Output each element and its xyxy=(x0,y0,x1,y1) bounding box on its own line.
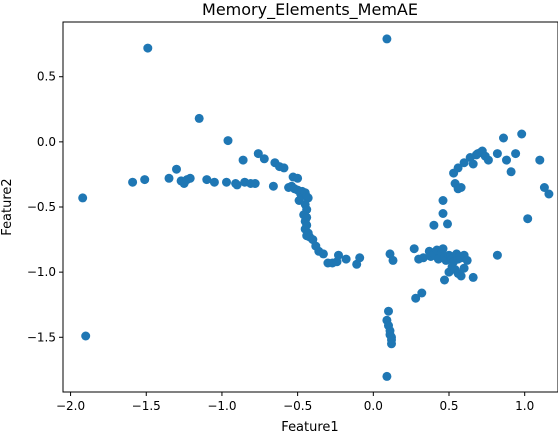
data-point xyxy=(279,163,289,173)
data-point xyxy=(164,173,174,183)
data-point xyxy=(128,177,138,187)
data-point xyxy=(194,113,204,123)
y-tick-label: 0.0 xyxy=(37,135,56,149)
x-tick-label: 0.5 xyxy=(439,399,458,413)
y-axis-ticks: 0.5 0.0 −0.5 −1.0 −1.5 xyxy=(27,70,63,344)
data-point xyxy=(459,263,469,273)
data-point xyxy=(232,180,242,190)
data-point xyxy=(417,288,427,298)
x-tick-label: −1.0 xyxy=(207,399,236,413)
data-point xyxy=(382,371,392,381)
x-tick-label: 1.0 xyxy=(515,399,534,413)
data-point xyxy=(355,253,365,263)
data-point xyxy=(499,133,508,143)
data-point xyxy=(202,175,212,185)
data-point xyxy=(387,339,396,349)
data-point xyxy=(334,250,343,260)
chart-title: Memory_Elements_MemAE xyxy=(202,0,418,20)
data-point xyxy=(462,255,472,265)
data-point xyxy=(293,173,303,183)
data-point xyxy=(438,244,448,254)
data-point xyxy=(384,306,393,316)
data-point xyxy=(250,179,260,188)
y-tick-label: −0.5 xyxy=(27,200,56,214)
data-point xyxy=(253,149,263,159)
x-tick-label: −2.0 xyxy=(56,399,85,413)
data-point xyxy=(443,219,452,229)
y-tick-label: −1.0 xyxy=(27,265,56,279)
y-axis-label: Feature2 xyxy=(0,178,15,235)
data-point xyxy=(511,149,521,159)
data-point xyxy=(492,250,502,260)
data-point xyxy=(429,220,439,230)
data-point xyxy=(341,254,351,264)
data-point xyxy=(438,196,448,205)
data-point xyxy=(411,293,421,303)
data-point xyxy=(223,136,233,146)
data-point xyxy=(468,159,478,169)
data-point xyxy=(409,244,419,254)
data-point xyxy=(539,183,549,192)
data-point xyxy=(459,158,469,168)
data-point xyxy=(238,155,248,165)
x-tick-label: −1.5 xyxy=(132,399,161,413)
data-point xyxy=(78,193,88,203)
y-tick-label: 0.5 xyxy=(37,70,56,84)
data-point xyxy=(506,167,516,177)
data-point xyxy=(172,164,181,174)
data-point xyxy=(517,129,527,139)
data-point xyxy=(222,177,231,187)
data-point xyxy=(468,272,478,282)
data-point xyxy=(143,43,153,53)
x-axis-label: Feature1 xyxy=(281,420,338,435)
x-axis-ticks: −2.0 −1.5 −1.0 −0.5 0.0 0.5 1.0 xyxy=(56,392,534,413)
data-point xyxy=(456,183,466,192)
data-point xyxy=(259,154,269,164)
data-point xyxy=(492,149,502,159)
plot-area-frame xyxy=(62,21,558,393)
y-tick-label: −1.5 xyxy=(27,330,56,344)
x-tick-label: −0.5 xyxy=(283,399,312,413)
data-point xyxy=(81,331,91,341)
data-point xyxy=(388,255,398,265)
data-point xyxy=(185,173,195,183)
data-point xyxy=(523,214,533,224)
data-point xyxy=(544,189,554,199)
data-point xyxy=(456,271,466,281)
x-tick-label: 0.0 xyxy=(364,399,383,413)
data-point xyxy=(418,253,428,263)
data-point xyxy=(453,163,463,173)
data-point xyxy=(440,275,449,285)
data-point xyxy=(483,155,493,165)
data-points xyxy=(78,34,554,381)
data-point xyxy=(209,177,219,187)
data-point xyxy=(140,175,150,185)
data-point xyxy=(318,249,328,259)
data-point xyxy=(535,155,545,165)
data-point xyxy=(268,181,278,191)
data-point xyxy=(438,209,448,218)
data-point xyxy=(382,34,392,44)
data-point xyxy=(502,155,511,165)
